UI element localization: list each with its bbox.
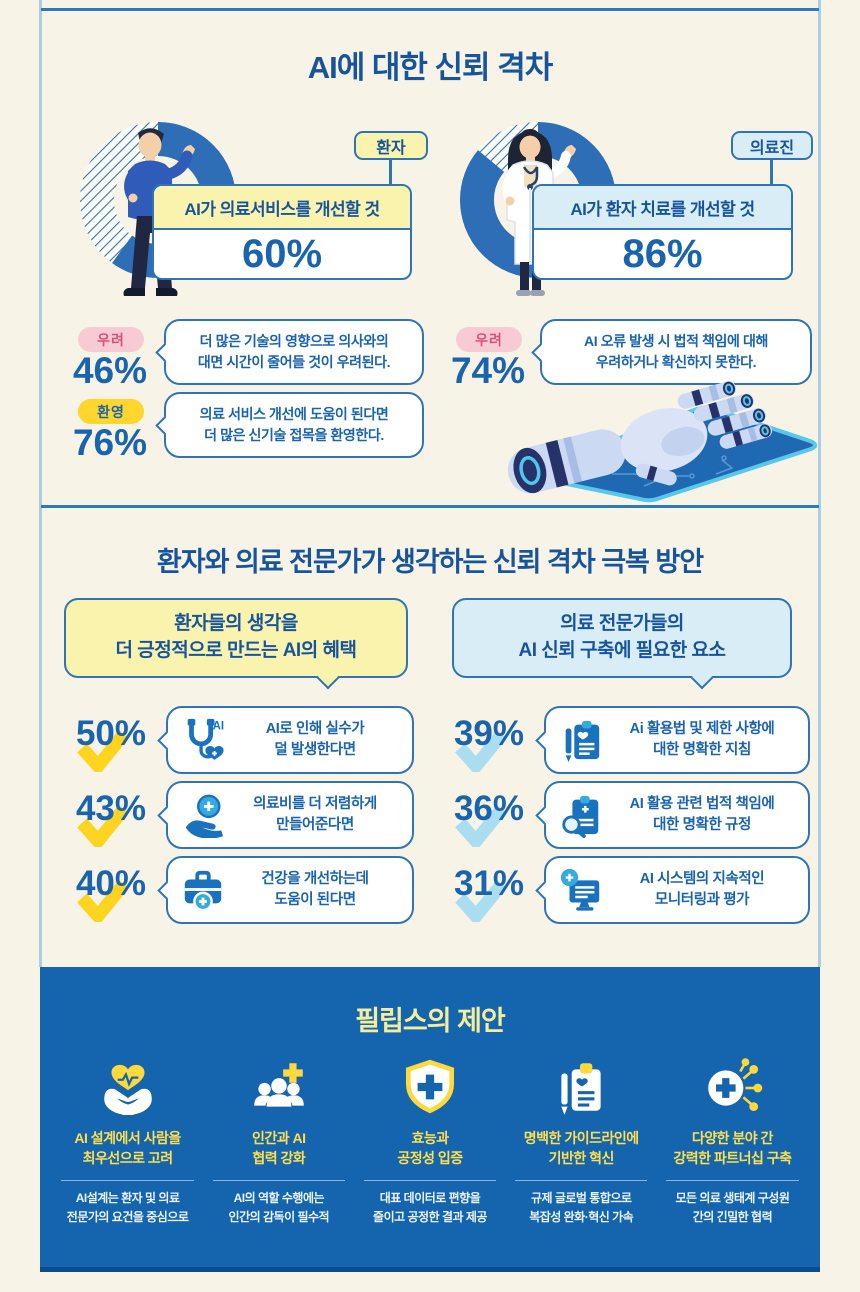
medical-kit-icon [184,870,222,912]
patient-trust-card: AI가 의료서비스를 개선할 것 60% [152,184,412,280]
clinician-needs-header: 의료 전문가들의 AI 신뢰 구축에 필요한 요소 [452,598,792,690]
clinician-label-connector [770,159,773,185]
frame-line-right [818,0,821,967]
need-bubble: AI 시스템의 지속적인 모니터링과 평가 [534,856,810,924]
need-bubble: Ai 활용법 및 제한 사항에 대한 명확한 지침 [534,706,810,774]
column-divider [363,1180,497,1181]
benefit-pct: 40% [48,864,174,922]
need-pct: 31% [426,864,552,922]
clinician-concern-badge: 우려 [456,327,522,352]
section-divider-line [41,505,819,508]
frame-line-left [39,0,42,967]
clipboard-magnifier-icon [562,795,599,838]
concern-pct: 46% [72,350,148,391]
benefit-pct: 50% [48,714,174,772]
welcome-pct: 76% [72,422,148,463]
people-plus-icon [253,1063,304,1107]
need-bubble: AI 활용 관련 법적 책임에 대한 명확한 규정 [534,781,810,849]
proposal-title: 다양한 분야 간 강력한 파트너십 구축 [673,1130,792,1166]
welcome-badge: 환영 [78,399,144,424]
frame-line-top [41,8,819,11]
concern-speech-bubble: 더 많은 기술의 영향으로 의사와의 대면 시간이 줄어들 것이 우려된다. [154,319,424,385]
robot-hand-illustration [507,381,818,503]
section2-title: 환자와 의료 전문가가 생각하는 신뢰 격차 극복 방안 [156,547,704,577]
benefit-pct: 43% [48,789,174,847]
lightblue-check-icon [455,879,506,922]
proposal-title: 인간과 AI 협력 강화 [252,1130,306,1166]
clipboard-pen-icon [565,720,600,763]
yellow-check-icon [77,804,128,847]
section1-title: AI에 대한 신뢰 격차 [307,50,553,85]
benefit-bubble: 건강을 개선하는데 도움이 된다면 [156,856,414,924]
patient-benefits-header: 환자들의 생각을 더 긍정적으로 만드는 AI의 혜택 [64,598,408,690]
proposal-title: AI 설계에서 사람을 최우선으로 고려 [74,1130,181,1166]
bubble-tail-down [316,666,340,690]
lightblue-check-icon [455,729,506,772]
column-divider [61,1180,194,1181]
proposal-title: 명백한 가이드라인에 기반한 혁신 [523,1130,639,1166]
proposal-body: AI의 역할 수행에는 인간의 감독이 필수적 [228,1191,330,1224]
proposal-columns: AI 설계에서 사람을 최우선으로 고려 AI설계는 환자 및 의료 전문가의 … [54,1055,806,1226]
column-divider [666,1180,799,1181]
clinician-statement: AI가 환자 치료를 개선할 것 [534,186,791,230]
philips-proposal-panel: 필립스의 제안 AI 설계에서 사람을 최우선으로 고려 AI설계는 환자 및 … [40,967,820,1272]
stethoscope-ai-icon: AI [187,718,225,760]
yellow-check-icon [77,729,128,772]
proposal-column: AI 설계에서 사람을 최우선으로 고려 AI설계는 환자 및 의료 전문가의 … [54,1055,201,1226]
proposal-column: 효능과 공정성 입증 대표 데이터로 편향을 줄이고 공정한 결과 제공 [356,1055,503,1226]
svg-text:AI: AI [213,720,225,732]
patient-statement: AI가 의료서비스를 개선할 것 [154,186,410,230]
need-pct: 39% [426,714,552,772]
shield-cross-icon [405,1059,455,1114]
proposal-body: 대표 데이터로 편향을 줄이고 공정한 결과 제공 [373,1191,487,1224]
partnership-network-icon [708,1058,763,1111]
clinician-trust-card: AI가 환자 치료를 개선할 것 86% [532,184,793,280]
column-divider [514,1180,648,1181]
welcome-speech-bubble: 의료 서비스 개선에 도움이 된다면 더 많은 신기술 접목을 환영한다. [154,392,424,458]
hand-plus-icon [185,794,224,838]
column-divider [212,1180,346,1181]
benefit-bubble: AI AI로 인해 실수가 덜 발생한다면 [156,706,414,774]
patient-label: 환자 [354,131,428,160]
proposal-title: 효능과 공정성 입증 [397,1130,463,1166]
need-pct: 36% [426,789,552,847]
proposal-column: 다양한 분야 간 강력한 파트너십 구축 모든 의료 생태계 구성원 간의 긴밀… [659,1055,806,1226]
proposal-column: 명백한 가이드라인에 기반한 혁신 규제 글로벌 통합으로 복잡성 완화·혁신 … [508,1055,655,1226]
clinician-label: 의료진 [731,131,813,160]
patient-trust-value: 60% [241,232,323,276]
section3-title: 필립스의 제안 [355,1006,506,1036]
lightblue-check-icon [455,804,506,847]
proposal-body: 규제 글로벌 통합으로 복잡성 완화·혁신 가속 [529,1191,634,1224]
patient-label-connector [389,159,392,185]
bubble-tail-down [690,666,714,690]
concern-badge: 우려 [78,327,144,352]
hands-heart-icon [103,1064,152,1115]
benefit-bubble: 의료비를 더 저렴하게 만들어준다면 [156,781,414,849]
clinician-concern-pct: 74% [450,350,526,391]
yellow-check-icon [77,879,128,922]
proposal-body: AI설계는 환자 및 의료 전문가의 요건을 중심으로 [66,1191,189,1224]
proposal-column: 인간과 AI 협력 강화 AI의 역할 수행에는 인간의 감독이 필수적 [205,1055,352,1226]
proposal-body: 모든 의료 생태계 구성원 간의 긴밀한 협력 [675,1191,790,1224]
clinician-trust-value: 86% [622,232,703,276]
monitor-plus-icon [560,868,600,911]
clipboard-guideline-icon [561,1063,601,1115]
clinician-concern-speech-bubble: AI 오류 발생 시 법적 책임에 대해 우려하거나 확신하지 못한다. [530,319,812,385]
